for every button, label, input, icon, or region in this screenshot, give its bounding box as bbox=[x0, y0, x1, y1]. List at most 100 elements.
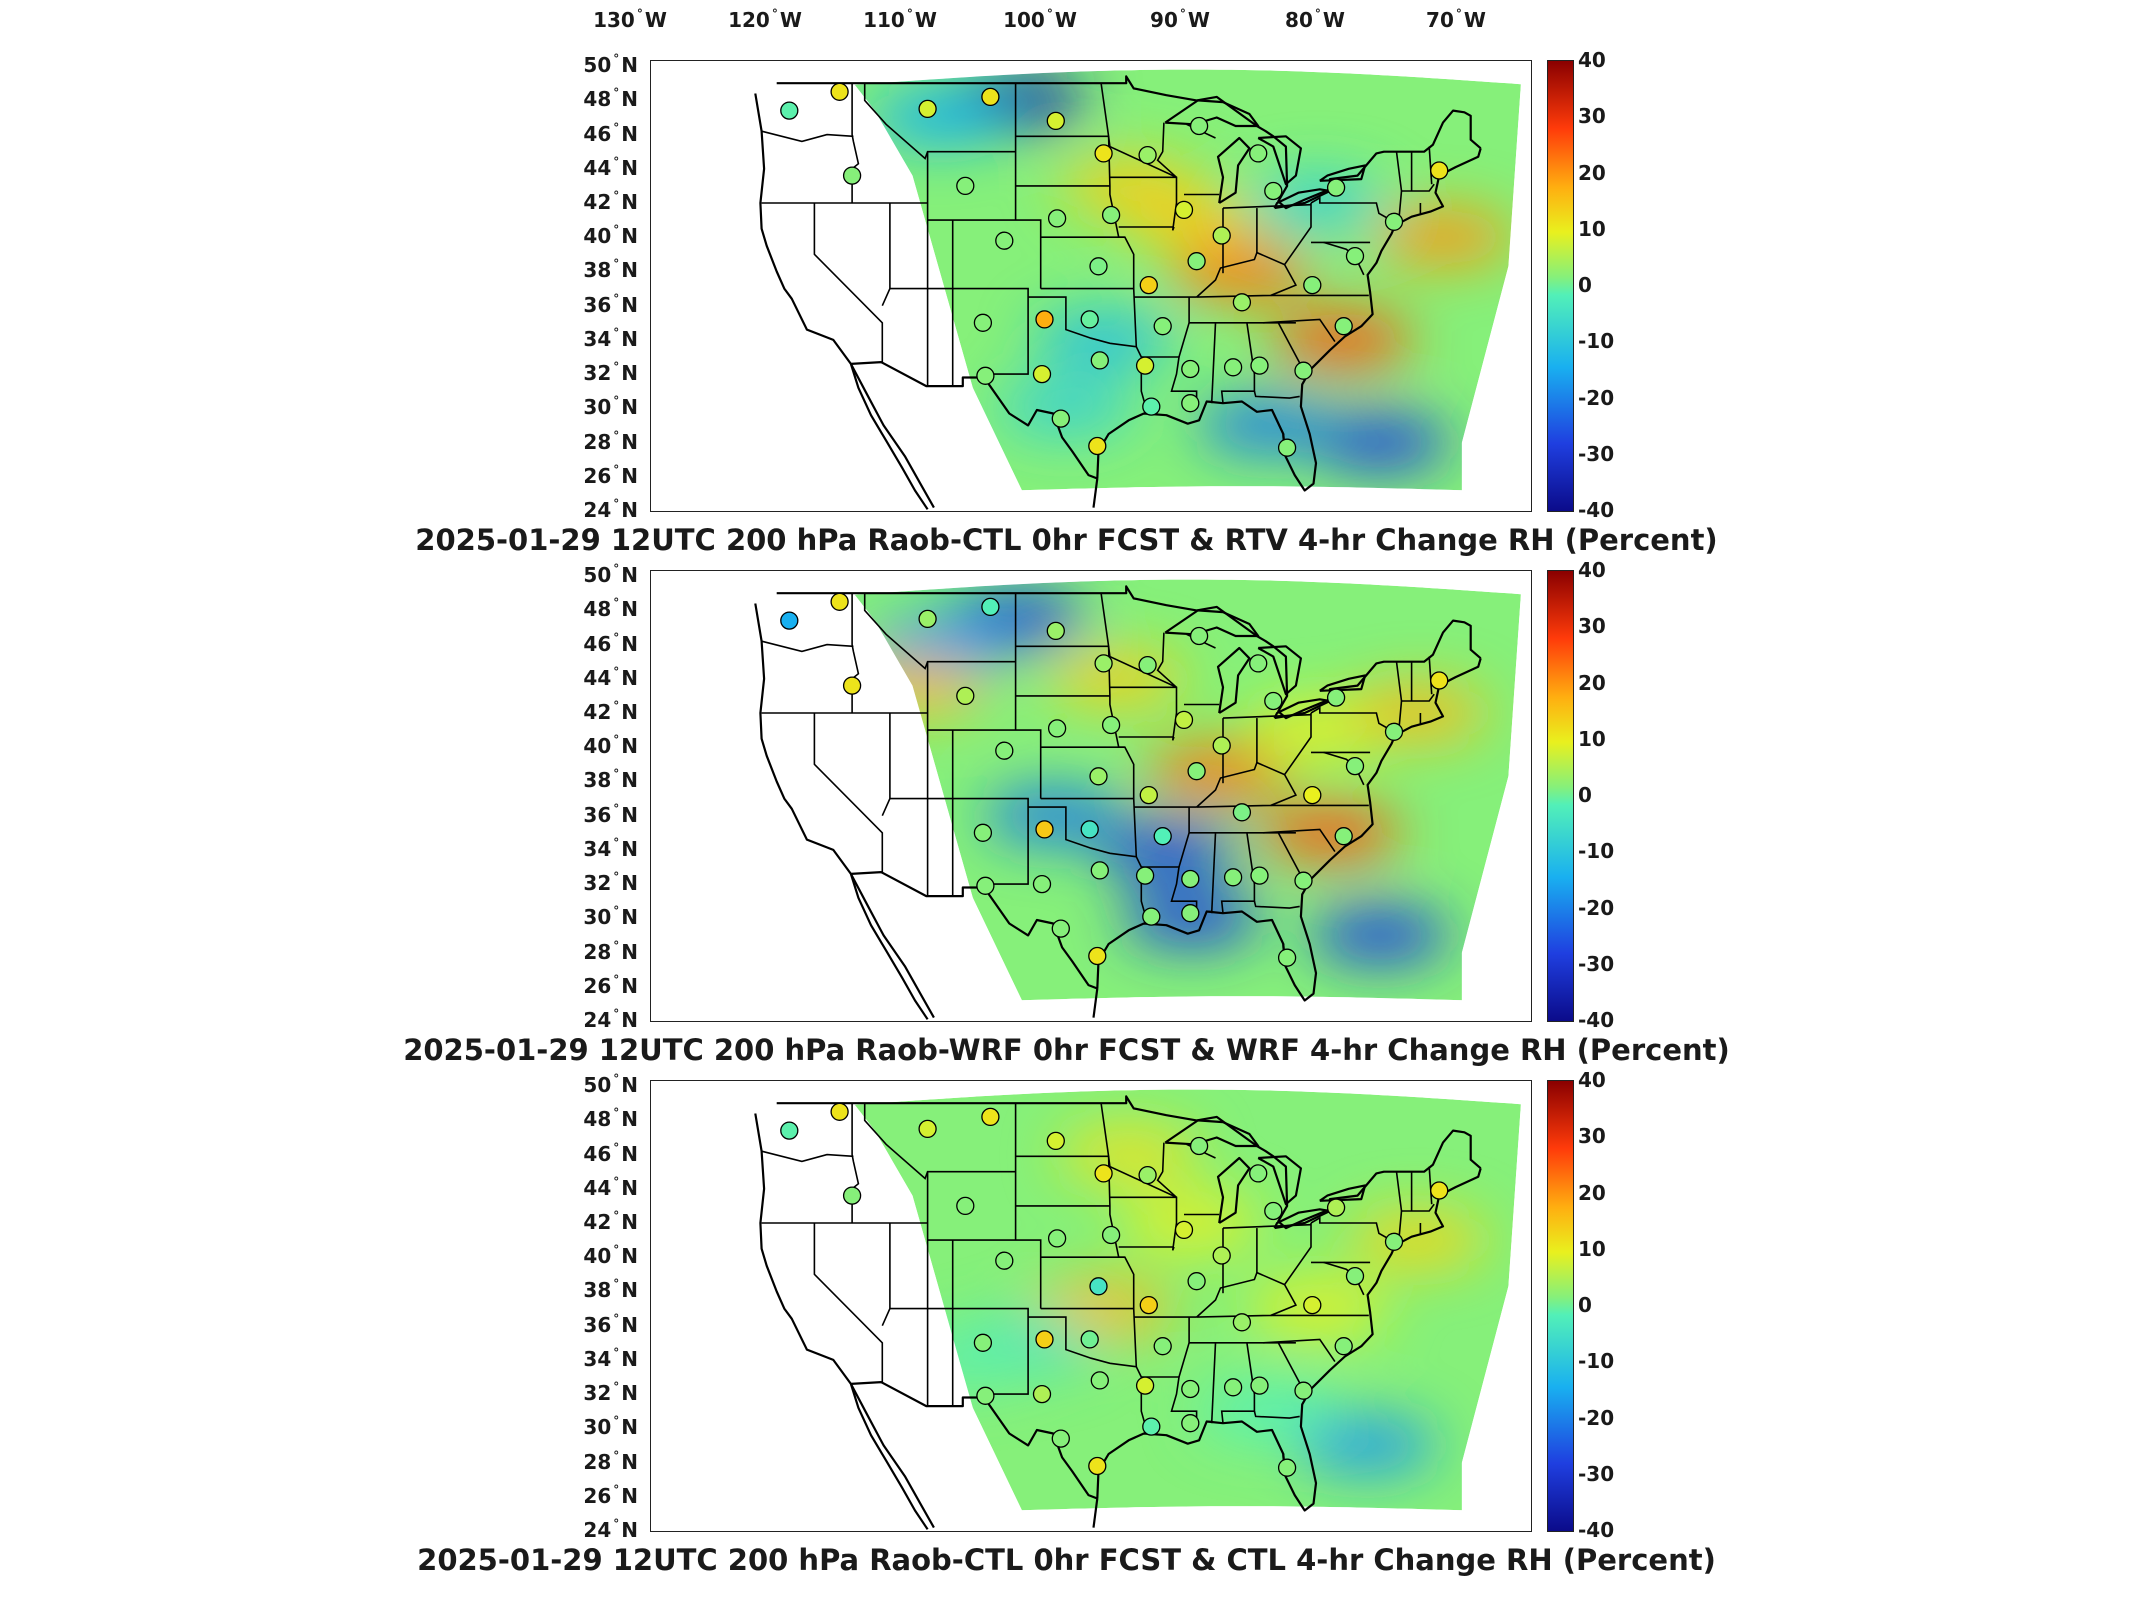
field-anomaly bbox=[1058, 1126, 1199, 1183]
state-border bbox=[813, 713, 884, 873]
lake-outline bbox=[1257, 135, 1302, 186]
colorbar-tick-label: 40 bbox=[1578, 1068, 1606, 1092]
colorbar-tick-label: 20 bbox=[1578, 1180, 1606, 1205]
raob-station-marker bbox=[1430, 161, 1449, 180]
lat-tick-label: 30 ° N bbox=[583, 904, 638, 930]
field-anomaly bbox=[895, 1331, 1036, 1388]
lat-tick-label: 32 ° N bbox=[583, 1380, 638, 1406]
raob-station-marker bbox=[780, 101, 799, 120]
state-border bbox=[1401, 693, 1435, 702]
raob-station-marker bbox=[1345, 246, 1365, 266]
colorbar-tick-label: 0 bbox=[1578, 783, 1592, 807]
raob-station-marker bbox=[1139, 785, 1158, 805]
lat-tick-label: 26 ° N bbox=[583, 1482, 638, 1508]
state-border bbox=[1222, 713, 1312, 719]
state-border bbox=[1141, 866, 1198, 915]
lat-tick-label: 38 ° N bbox=[583, 1277, 638, 1303]
raob-station-marker bbox=[1047, 1229, 1067, 1248]
lat-tick-label: 38 ° N bbox=[583, 767, 638, 793]
colorbar-tick-label: -30 bbox=[1578, 1461, 1615, 1486]
raob-station-marker bbox=[1153, 827, 1172, 846]
state-border bbox=[1210, 832, 1217, 914]
state-border bbox=[1401, 1203, 1435, 1212]
raob-station-marker bbox=[1047, 209, 1067, 228]
raob-station-marker bbox=[1334, 1337, 1353, 1356]
country-border bbox=[850, 871, 1098, 990]
raob-station-marker bbox=[1181, 1379, 1200, 1399]
coastline bbox=[1096, 1167, 1482, 1512]
panel-title: 2025-01-29 12UTC 200 hPa Raob-WRF 0hr FC… bbox=[403, 1033, 1730, 1067]
raob-station-marker bbox=[976, 366, 995, 385]
lat-tick-label: 38 ° N bbox=[583, 257, 638, 283]
state-border bbox=[1107, 1156, 1178, 1251]
state-border bbox=[851, 1103, 860, 1223]
state-border bbox=[761, 1150, 854, 1163]
state-border bbox=[1428, 1166, 1433, 1205]
lake-outline bbox=[1319, 164, 1367, 182]
colorbar-tick-label: -10 bbox=[1578, 839, 1615, 864]
lat-tick-label: 42 ° N bbox=[583, 699, 638, 724]
raob-station-marker bbox=[918, 609, 937, 629]
colorbar-tick-label: 10 bbox=[1578, 726, 1606, 751]
state-border bbox=[1040, 236, 1143, 358]
state-border bbox=[1263, 318, 1336, 343]
raob-station-marker bbox=[1080, 310, 1099, 329]
raob-station-marker bbox=[780, 611, 799, 630]
state-border bbox=[1156, 632, 1178, 688]
state-border bbox=[1107, 646, 1178, 741]
lat-tick-label: 36 ° N bbox=[583, 801, 638, 827]
raob-station-marker bbox=[1101, 1225, 1121, 1245]
coastline bbox=[1092, 1498, 1099, 1528]
country-border bbox=[850, 361, 1098, 480]
raob-station-marker bbox=[1032, 1384, 1052, 1404]
colorbar-tick-label: -10 bbox=[1578, 1349, 1615, 1374]
colorbar-tick-label: 0 bbox=[1578, 273, 1592, 297]
colorbar bbox=[1547, 60, 1574, 512]
raob-station-marker bbox=[1138, 1165, 1157, 1185]
panel-title: 2025-01-29 12UTC 200 hPa Raob-CTL 0hr FC… bbox=[415, 523, 1718, 557]
raob-station-marker bbox=[1094, 654, 1113, 673]
colorbar-tick-label: 0 bbox=[1578, 1293, 1592, 1317]
state-border bbox=[1028, 1316, 1137, 1368]
raob-station-marker bbox=[1135, 1376, 1155, 1395]
raob-station-marker bbox=[1212, 736, 1231, 755]
field-anomaly bbox=[1297, 1417, 1438, 1474]
state-border bbox=[1283, 713, 1312, 776]
raob-stations bbox=[780, 1102, 1449, 1477]
colorbar-tick-label: -20 bbox=[1578, 1405, 1615, 1430]
raob-station-marker bbox=[842, 166, 862, 185]
raob-station-marker bbox=[1232, 293, 1252, 312]
raob-station-marker bbox=[1094, 144, 1113, 163]
lat-tick-label: 26 ° N bbox=[583, 462, 638, 488]
state-border bbox=[851, 83, 860, 203]
raob-station-marker bbox=[1250, 1376, 1269, 1395]
map-panel bbox=[650, 60, 1532, 512]
raob-station-marker bbox=[1277, 1458, 1297, 1477]
raob-station-marker bbox=[1090, 861, 1109, 880]
colorbar-tick-label: 10 bbox=[1578, 216, 1606, 241]
state-border bbox=[851, 593, 860, 713]
raob-station-marker bbox=[1035, 820, 1054, 839]
raob-station-marker bbox=[1181, 359, 1200, 379]
coastline bbox=[754, 93, 935, 509]
lon-tick-label: 70 ° W bbox=[1426, 7, 1486, 32]
field-anomaly bbox=[1146, 744, 1287, 801]
lat-tick-label: 40 ° N bbox=[583, 733, 638, 759]
raob-station-marker bbox=[981, 597, 1000, 617]
state-border bbox=[1283, 1223, 1312, 1286]
state-border bbox=[761, 130, 854, 143]
coastline bbox=[1092, 478, 1099, 508]
state-border bbox=[1428, 146, 1433, 185]
raob-station-marker bbox=[1089, 1277, 1108, 1296]
raob-station-marker bbox=[1430, 1181, 1449, 1200]
raob-station-marker bbox=[1051, 409, 1070, 428]
field-anomaly bbox=[1096, 821, 1237, 878]
colorbar-tick-label: -40 bbox=[1578, 1518, 1615, 1542]
raob-station-marker bbox=[1249, 654, 1268, 673]
lat-tick-label: 36 ° N bbox=[583, 291, 638, 317]
state-border bbox=[1310, 196, 1395, 223]
raob-station-marker bbox=[1046, 111, 1065, 131]
lat-tick-label: 28 ° N bbox=[583, 1448, 638, 1474]
raob-station-marker bbox=[1094, 1164, 1113, 1183]
raob-station-marker bbox=[1032, 364, 1052, 384]
